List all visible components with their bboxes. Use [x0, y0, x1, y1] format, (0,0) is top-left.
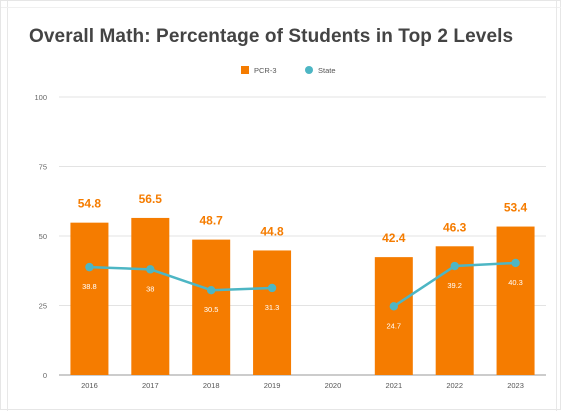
frame-border-top	[1, 7, 561, 8]
line-value-label: 39.2	[447, 281, 462, 290]
line-point	[146, 265, 155, 274]
x-tick-label: 2017	[142, 381, 159, 390]
bar	[496, 226, 535, 375]
line-point	[389, 302, 399, 311]
line-point	[85, 262, 94, 272]
chart-title: Overall Math: Percentage of Students in …	[29, 26, 514, 47]
line-point	[206, 286, 216, 295]
line-value-label: 30.5	[204, 305, 219, 314]
line-point	[267, 283, 277, 293]
bar-value-label: 54.8	[78, 197, 102, 211]
x-tick-label: 2021	[385, 381, 402, 390]
line-point	[511, 258, 520, 268]
bar	[192, 239, 231, 375]
y-tick-label: 25	[39, 302, 47, 311]
x-tick-label: 2023	[507, 381, 524, 390]
line-value-label: 38	[146, 284, 154, 293]
bar	[374, 257, 413, 375]
frame-border-right	[556, 1, 557, 411]
bar-value-label: 48.7	[200, 214, 224, 228]
x-tick-label: 2022	[446, 381, 463, 390]
legend-swatch-line	[305, 66, 313, 74]
bar	[131, 217, 170, 375]
frame-border-left	[7, 1, 8, 411]
legend-label-bar: PCR-3	[254, 66, 277, 75]
bar-value-label: 46.3	[443, 220, 467, 234]
bar-value-label: 53.4	[504, 201, 528, 215]
y-tick-label: 75	[39, 163, 47, 172]
legend-swatch-bar	[241, 66, 249, 74]
bar-value-label: 56.5	[139, 192, 163, 206]
x-tick-label: 2016	[81, 381, 98, 390]
x-tick-label: 2019	[264, 381, 281, 390]
y-tick-label: 0	[43, 371, 47, 380]
y-tick-label: 100	[34, 93, 47, 102]
bar-value-label: 42.4	[382, 231, 406, 245]
bar	[253, 250, 292, 375]
legend-label-line: State	[318, 66, 336, 75]
bar	[70, 222, 109, 375]
line-value-label: 38.8	[82, 282, 97, 291]
line-value-label: 24.7	[387, 321, 402, 330]
line-point	[450, 261, 459, 271]
y-tick-label: 50	[39, 232, 47, 241]
line-value-label: 31.3	[265, 303, 280, 312]
x-tick-label: 2018	[203, 381, 220, 390]
x-tick-label: 2020	[325, 381, 342, 390]
bar-value-label: 44.8	[260, 224, 284, 238]
line-value-label: 40.3	[508, 278, 523, 287]
line-series-segment	[89, 265, 273, 292]
